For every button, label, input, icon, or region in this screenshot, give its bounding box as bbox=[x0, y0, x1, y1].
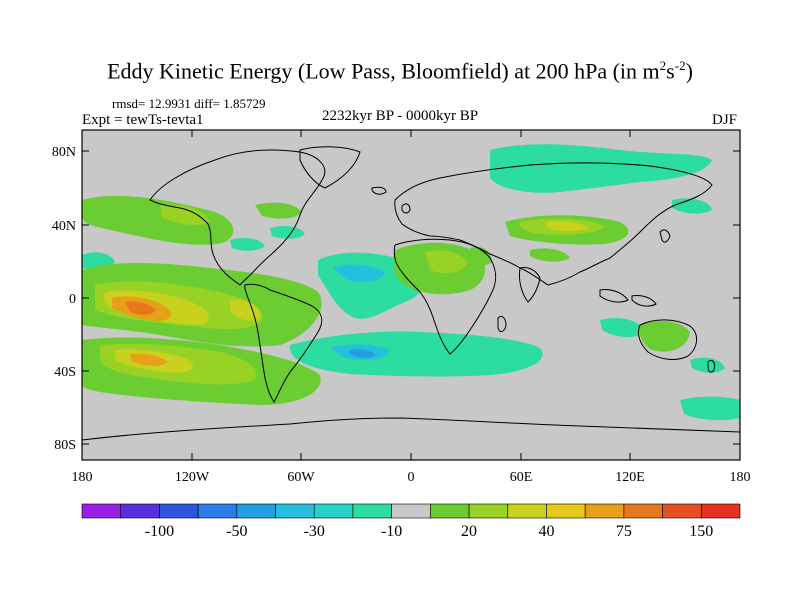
coastline-se-asia bbox=[599, 289, 629, 303]
lon-label: 120W bbox=[175, 470, 210, 485]
colorbar-box bbox=[662, 503, 702, 519]
colorbar-box bbox=[468, 503, 509, 519]
colorbar-label: 150 bbox=[689, 523, 713, 540]
season-label: DJF bbox=[712, 112, 738, 128]
experiment-label: Expt = tewTs-tevta1 bbox=[82, 112, 204, 128]
colorbar-box bbox=[546, 503, 586, 519]
lon-label: 120E bbox=[615, 470, 645, 485]
colorbar-label: 20 bbox=[461, 523, 477, 540]
lat-label: 80S bbox=[54, 438, 76, 453]
lat-label: 40N bbox=[52, 219, 76, 234]
coastline-japan bbox=[659, 229, 671, 243]
colorbar-box bbox=[352, 503, 392, 519]
stats-label: rmsd= 12.9931 diff= 1.85729 bbox=[112, 96, 266, 111]
longitude-axis: 180 120W 60W 0 60E 120E 180 bbox=[72, 130, 751, 485]
lat-label: 0 bbox=[69, 292, 76, 307]
coastline-south-america bbox=[244, 283, 323, 403]
colorbar-box bbox=[430, 503, 470, 519]
lat-label: 40S bbox=[54, 365, 76, 380]
map-panel bbox=[82, 130, 740, 460]
coastline-greenland bbox=[299, 146, 361, 189]
colorbar-box bbox=[159, 503, 199, 519]
colorbar-box bbox=[313, 503, 354, 519]
lon-label: 60E bbox=[510, 470, 533, 485]
colorbar-label: 40 bbox=[538, 523, 554, 540]
anomaly-region bbox=[350, 349, 376, 358]
colorbar-box bbox=[584, 503, 625, 519]
colorbar-box bbox=[623, 503, 663, 519]
anomaly-region bbox=[545, 221, 590, 231]
anomaly-region bbox=[82, 195, 234, 245]
coastline-australia bbox=[637, 319, 697, 360]
colorbar bbox=[81, 503, 741, 519]
colorbar-label: -10 bbox=[381, 523, 402, 540]
anomaly-region bbox=[490, 144, 712, 193]
anomaly-region bbox=[230, 299, 261, 321]
anomaly-field bbox=[82, 144, 740, 421]
anomaly-region bbox=[289, 331, 543, 377]
coastlines bbox=[82, 146, 740, 441]
lon-label: 180 bbox=[730, 470, 751, 485]
colorbar-label: 75 bbox=[616, 523, 632, 540]
colorbar-box bbox=[700, 503, 741, 519]
colorbar-label: -50 bbox=[226, 523, 247, 540]
anomaly-region bbox=[530, 248, 570, 262]
anomaly-region bbox=[680, 396, 740, 421]
anomaly-region bbox=[425, 250, 468, 274]
lat-label: 80N bbox=[52, 145, 76, 160]
colorbar-box bbox=[120, 503, 160, 519]
coastline-new-zealand bbox=[707, 359, 715, 373]
anomaly-region bbox=[639, 320, 690, 352]
coastline-africa bbox=[393, 238, 497, 355]
lon-label: 0 bbox=[408, 470, 415, 485]
latitude-axis: 80N 40N 0 40S 80S bbox=[52, 145, 740, 453]
lon-label: 60W bbox=[287, 470, 315, 485]
coastline-uk bbox=[401, 203, 411, 214]
anomaly-region bbox=[130, 353, 168, 366]
anomaly-region bbox=[470, 246, 492, 265]
coastline-india bbox=[519, 267, 541, 303]
anomaly-region bbox=[125, 301, 156, 315]
coastline-north-america bbox=[149, 149, 326, 286]
colorbar-label: -100 bbox=[145, 523, 174, 540]
colorbar-box bbox=[391, 503, 431, 519]
colorbar-box bbox=[236, 503, 276, 519]
anomaly-region bbox=[160, 204, 210, 225]
anomaly-region bbox=[270, 226, 305, 239]
coastline-antarctica bbox=[82, 417, 740, 441]
anomaly-region bbox=[230, 238, 265, 251]
anomaly-region bbox=[332, 264, 385, 282]
period-label: 2232kyr BP - 0000kyr BP bbox=[321, 108, 479, 124]
colorbar-box bbox=[507, 503, 547, 519]
colorbar-label: -30 bbox=[304, 523, 325, 540]
coastline-madagascar bbox=[497, 315, 507, 333]
anomaly-region bbox=[255, 202, 302, 219]
colorbar-box bbox=[81, 503, 122, 519]
coastline-se-asia bbox=[631, 295, 657, 307]
coastline-iceland bbox=[371, 186, 387, 195]
colorbar-box bbox=[275, 503, 315, 519]
colorbar-box bbox=[197, 503, 238, 519]
lon-label: 180 bbox=[72, 470, 93, 485]
colorbar-labels: -100 -50 -30 -10 20 40 75 150 bbox=[145, 523, 714, 540]
anomaly-region bbox=[600, 318, 645, 338]
chart-title: Eddy Kinetic Energy (Low Pass, Bloomfiel… bbox=[107, 58, 693, 84]
coastline-eurasia bbox=[394, 162, 713, 286]
